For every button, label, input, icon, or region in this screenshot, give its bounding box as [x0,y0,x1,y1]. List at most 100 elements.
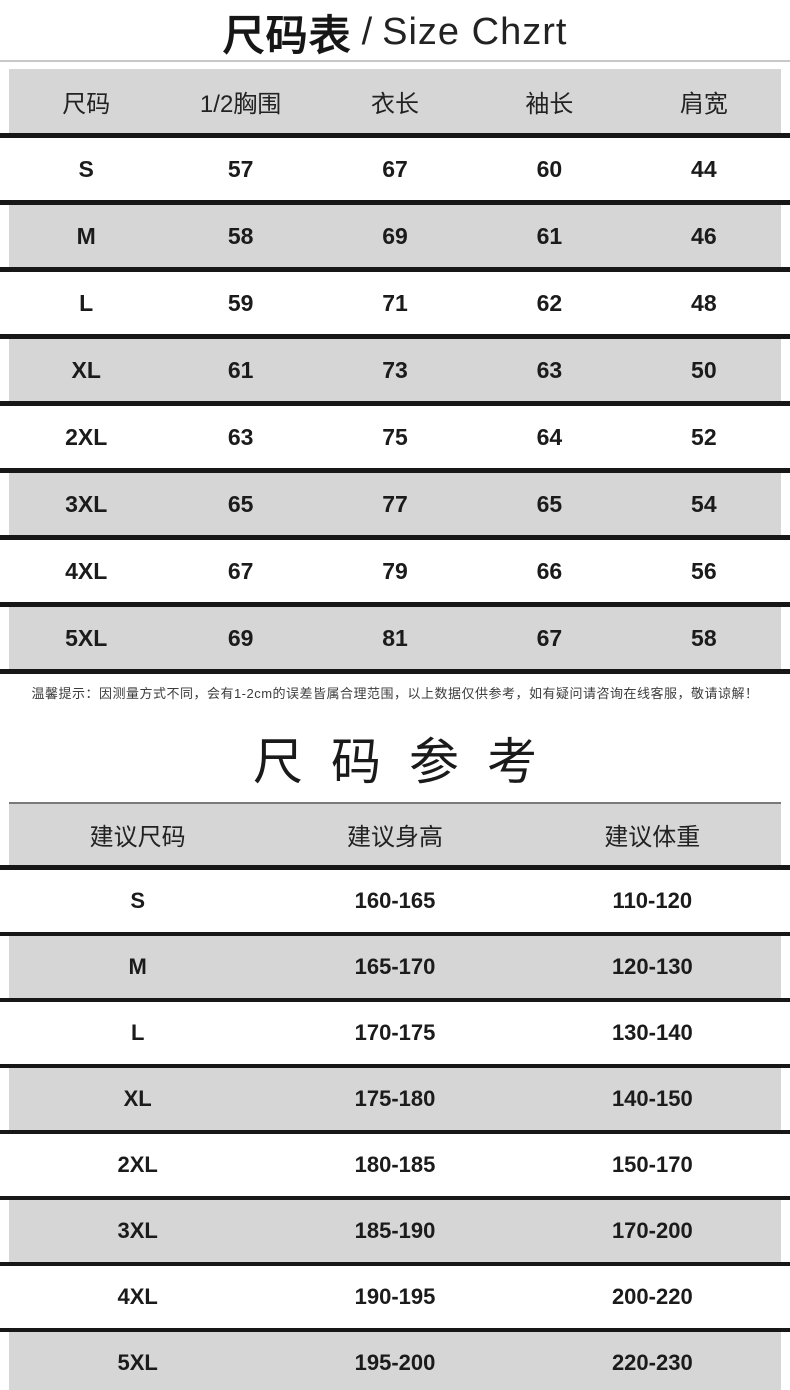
top-divider-line [0,60,790,62]
reference-row-m: M 165-170 120-130 [9,936,781,998]
title-separator: / [361,10,373,53]
size-cell: M [76,222,96,249]
size-cell: L [130,1020,145,1045]
weight-cell: 140-150 [611,1086,693,1111]
row-separator [0,468,790,473]
row-separator [0,1262,790,1266]
value-cell: 79 [382,557,408,584]
size-cell: XL [123,1086,152,1111]
reference-row-l: L 170-175 130-140 [9,1002,781,1064]
value-cell: 73 [382,356,408,383]
height-cell: 190-195 [354,1284,436,1309]
header-cell-size: 尺码 [62,90,111,118]
reference-row-2xl: 2XL 180-185 150-170 [9,1134,781,1196]
size-cell: 3XL [65,490,108,517]
weight-cell: 120-130 [611,954,693,979]
value-cell: 58 [227,222,254,249]
row-separator [0,200,790,205]
row-separator [0,267,790,272]
reference-row-5xl: 5XL 195-200 220-230 [9,1332,781,1390]
size-cell: 4XL [117,1284,158,1309]
size-chart-title: 尺码表 / Size Chzrt [0,0,790,60]
value-cell: 71 [382,289,408,316]
size-cell: 5XL [65,624,108,651]
row-separator [0,1328,790,1332]
value-cell: 81 [382,624,408,651]
size-cell: 2XL [117,1152,158,1177]
row-separator [0,133,790,138]
size-chart-title-zh: 尺码表 [222,11,352,59]
header-cell-suggested-height: 建议身高 [346,824,443,851]
value-cell: 69 [227,624,254,651]
table-row-xl: XL 61 73 63 50 [9,339,781,401]
value-cell: 54 [691,490,717,517]
header-cell-shoulder: 肩宽 [679,90,728,118]
weight-cell: 150-170 [611,1152,693,1177]
height-cell: 180-185 [354,1152,436,1177]
row-separator [0,1196,790,1200]
value-cell: 57 [227,155,254,182]
value-cell: 61 [536,222,563,249]
size-cell: L [79,289,94,316]
header-cell-chest: 1/2胸围 [199,90,282,118]
height-cell: 170-175 [354,1020,436,1045]
value-cell: 65 [536,490,563,517]
value-cell: 75 [382,423,408,450]
table-header-row: 尺码 1/2胸围 衣长 袖长 肩宽 [9,69,781,133]
height-cell: 175-180 [354,1086,436,1111]
value-cell: 48 [691,289,717,316]
row-separator [0,932,790,936]
table-row-2xl: 2XL 63 75 64 52 [9,406,781,468]
table-row-s: S 57 67 60 44 [9,138,781,200]
value-cell: 46 [691,222,717,249]
value-cell: 59 [227,289,254,316]
weight-cell: 110-120 [612,888,693,913]
reference-title: 尺码参考 [253,734,565,790]
weight-cell: 170-200 [611,1218,693,1243]
height-cell: 165-170 [354,954,436,979]
reference-row-3xl: 3XL 185-190 170-200 [9,1200,781,1262]
weight-cell: 200-220 [611,1284,693,1309]
value-cell: 67 [536,624,563,651]
value-cell: 69 [382,222,408,249]
size-cell: 3XL [117,1218,158,1243]
weight-cell: 130-140 [611,1020,693,1045]
table-row-5xl: 5XL 69 81 67 58 [9,607,781,669]
value-cell: 56 [691,557,717,584]
value-cell: 67 [227,557,254,584]
row-separator [0,602,790,607]
row-separator [0,535,790,540]
value-cell: 63 [227,423,254,450]
row-separator [0,669,790,674]
header-cell-suggested-weight: 建议体重 [604,824,701,851]
value-cell: 61 [227,356,254,383]
reference-row-4xl: 4XL 190-195 200-220 [9,1266,781,1328]
height-cell: 185-190 [354,1218,436,1243]
size-cell: 4XL [65,557,108,584]
size-measurement-table: 尺码 1/2胸围 衣长 袖长 肩宽 S 57 67 60 44 M 58 69 … [0,69,790,674]
value-cell: 67 [382,155,408,182]
size-cell: 5XL [117,1350,158,1375]
size-cell: XL [71,356,101,383]
row-separator [0,998,790,1002]
value-cell: 50 [691,356,717,383]
value-cell: 44 [691,155,717,182]
size-cell: 2XL [65,423,108,450]
reference-row-s: S 160-165 110-120 [9,870,781,932]
row-separator [0,865,790,870]
value-cell: 77 [382,490,408,517]
reference-row-xl: XL 175-180 140-150 [9,1068,781,1130]
value-cell: 65 [227,490,254,517]
header-cell-suggested-size: 建议尺码 [89,824,186,851]
value-cell: 66 [536,557,563,584]
value-cell: 63 [536,356,563,383]
size-cell: M [128,954,147,979]
row-separator [0,1064,790,1068]
height-cell: 160-165 [354,888,436,913]
value-cell: 62 [536,289,563,316]
reference-header-row: 建议尺码 建议身高 建议体重 [9,802,781,865]
size-cell: S [78,155,94,182]
value-cell: 64 [536,423,563,450]
table-row-m: M 58 69 61 46 [9,205,781,267]
value-cell: 60 [536,155,563,182]
